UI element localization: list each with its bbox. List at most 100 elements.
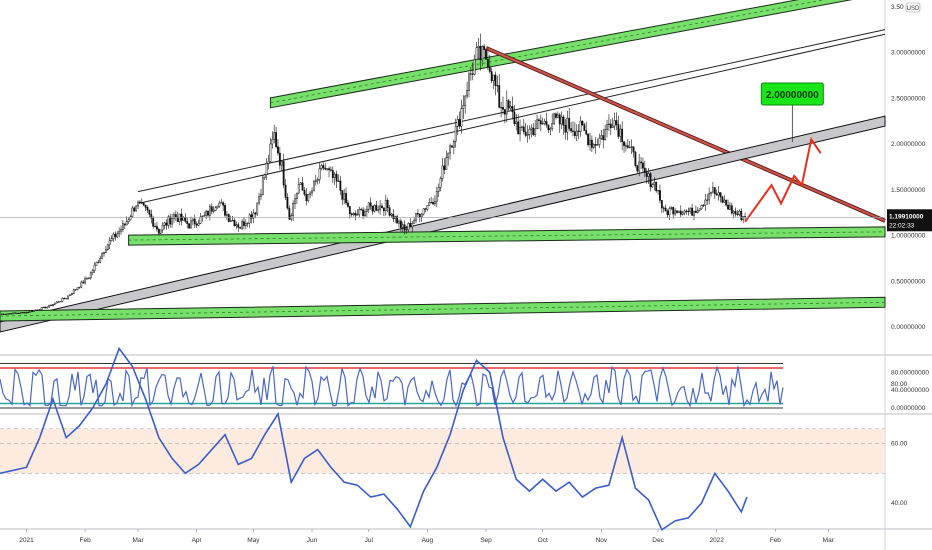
candle-body [195, 223, 198, 226]
candle-body [377, 209, 380, 211]
support-band[interactable] [0, 296, 886, 322]
candle-body [509, 106, 512, 109]
candle-body [282, 161, 285, 186]
candle-body [122, 223, 124, 230]
rsi-tick-label: 60.00 [891, 441, 908, 448]
candle-body [21, 312, 24, 314]
candle-body [713, 187, 716, 195]
candle-body [399, 220, 402, 228]
candle-body [110, 238, 113, 241]
candle-body [596, 144, 599, 146]
candle-body [417, 213, 419, 215]
support-band[interactable] [269, 0, 885, 109]
time-tick-label: Feb [770, 537, 782, 544]
candle-body [152, 217, 155, 227]
candle-body [233, 220, 236, 227]
candle-body [664, 207, 667, 212]
candle-body [632, 146, 635, 153]
candle-body [63, 298, 66, 300]
candle-body [390, 213, 393, 216]
candle-body [182, 217, 185, 221]
candle-body [507, 100, 510, 109]
candle-body [685, 210, 688, 212]
candle-body [386, 200, 389, 208]
candle-body [354, 213, 357, 216]
candle-body [522, 126, 525, 133]
candle-body [398, 220, 400, 224]
candle-body [723, 199, 726, 203]
candle-body [31, 310, 34, 312]
candle-body [452, 141, 455, 148]
candle-body [188, 223, 191, 229]
candle-body [231, 220, 234, 222]
candle-body [14, 312, 17, 314]
candle-body [558, 114, 561, 125]
candle-body [307, 194, 310, 201]
time-tick-label: Mar [132, 537, 144, 544]
candle-body [689, 207, 692, 213]
candle-body [341, 190, 344, 200]
candle-body [261, 177, 264, 195]
candle-body [280, 161, 283, 166]
candle-body [178, 213, 181, 222]
oscillator-tick-label: 0.00000000 [891, 405, 926, 412]
candle-body [82, 281, 85, 284]
candle-body [534, 128, 537, 135]
candle-body [216, 205, 219, 208]
trend-band[interactable] [0, 115, 886, 333]
candle-body [367, 202, 370, 210]
candle-body [503, 109, 506, 115]
candle-body [295, 192, 298, 199]
candle-body [140, 202, 143, 204]
candle-body [184, 217, 187, 222]
candle-body [48, 304, 51, 308]
candle-body [246, 222, 249, 224]
candle-body [59, 301, 62, 303]
candle-body [275, 132, 278, 147]
candle-body [0, 313, 3, 315]
candle-body [345, 193, 347, 204]
candle-body [643, 167, 646, 173]
candle-body [513, 111, 516, 125]
candle-body [532, 127, 535, 135]
candle-body [538, 119, 540, 121]
candle-body [260, 194, 262, 197]
candle-body [434, 201, 436, 205]
candle-body [577, 130, 580, 132]
candle-body [630, 146, 633, 148]
candle-body [343, 193, 346, 200]
currency-badge[interactable] [905, 2, 921, 13]
channel-line[interactable] [137, 29, 886, 193]
candle-body [157, 228, 160, 234]
target-label-box[interactable] [760, 82, 824, 106]
candle-body [210, 206, 213, 212]
price-tick-label: 3.50 [891, 4, 904, 11]
channel-line[interactable] [137, 33, 886, 204]
candle-body [505, 100, 508, 115]
candle-body [331, 170, 334, 178]
candle-body [519, 127, 521, 135]
candle-body [72, 289, 75, 294]
candle-body [69, 294, 71, 297]
candle-body [477, 45, 480, 48]
candle-body [706, 199, 709, 201]
candle-body [190, 220, 192, 229]
candle-body [265, 163, 268, 175]
candle-body [413, 220, 416, 224]
candle-body [23, 312, 26, 314]
resistance-line[interactable] [485, 47, 886, 222]
candle-body [135, 205, 138, 212]
candle-body [604, 129, 607, 141]
candle-body [330, 169, 332, 171]
candle-body [167, 216, 170, 226]
candle-body [562, 116, 565, 126]
candle-body [420, 213, 423, 218]
candle-body [712, 187, 714, 193]
candle-body [6, 313, 9, 315]
candle-body [19, 312, 22, 314]
candle-body [621, 128, 624, 143]
candle-body [159, 229, 162, 234]
projection-path[interactable] [744, 136, 822, 223]
candle-body [460, 108, 463, 127]
candle-body [668, 208, 671, 216]
